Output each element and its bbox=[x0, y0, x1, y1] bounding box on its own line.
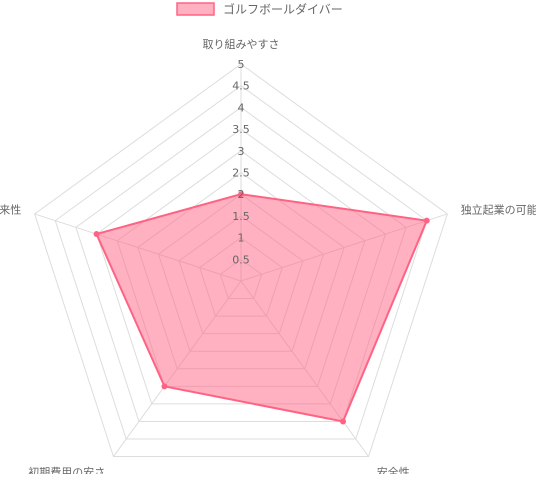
tick-label: 4 bbox=[238, 101, 245, 114]
tick-label: 2.5 bbox=[232, 167, 250, 180]
data-point[interactable] bbox=[423, 217, 430, 224]
tick-label: 3 bbox=[238, 145, 245, 158]
axis-label: 取り組みやすさ bbox=[203, 38, 280, 51]
data-point[interactable] bbox=[340, 418, 347, 425]
legend-swatch bbox=[176, 2, 215, 16]
axis-label: 初期費用の安さ bbox=[28, 465, 105, 474]
radar-tick-labels: 0.5 1 1.5 2 2.5 3 3.5 4 4.5 5 bbox=[232, 58, 250, 266]
axis-label: 独立起業の可能性 bbox=[461, 203, 536, 217]
tick-label: 5 bbox=[238, 58, 245, 71]
tick-label: 4.5 bbox=[232, 80, 250, 93]
axis-label: 安全性 bbox=[377, 465, 410, 474]
tick-label: 1.5 bbox=[232, 210, 250, 223]
legend[interactable]: ゴルフボールダイバー bbox=[176, 2, 343, 17]
data-point[interactable] bbox=[161, 383, 168, 390]
tick-label: 1 bbox=[238, 232, 245, 245]
tick-label: 2 bbox=[238, 188, 245, 201]
legend-label: ゴルフボールダイバー bbox=[223, 2, 343, 17]
grid-ring bbox=[34, 63, 448, 458]
series-area bbox=[95, 193, 429, 423]
tick-label: 3.5 bbox=[232, 123, 250, 136]
axis-label: 将来性 bbox=[0, 203, 21, 217]
data-point[interactable] bbox=[93, 231, 100, 238]
grid-ring bbox=[75, 106, 407, 422]
data-point[interactable] bbox=[238, 191, 244, 198]
grid-ring bbox=[54, 85, 428, 440]
tick-label: 0.5 bbox=[232, 253, 250, 266]
radar-series bbox=[93, 191, 430, 425]
